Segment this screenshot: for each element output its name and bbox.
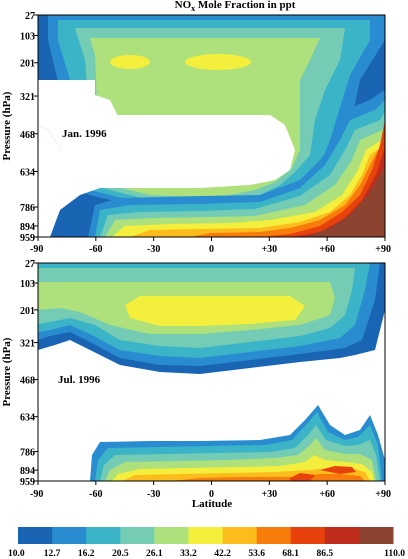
colorbar-label: 86.5 [317,549,334,559]
bottom-contour-panel [38,263,385,481]
y-tick-label: 27 [25,11,35,22]
y-tick-label: 634 [20,168,35,179]
colorbar-label: 53.6 [248,549,265,559]
band-b-lower-68-1 [320,466,356,474]
y-tick-label: 894 [20,222,35,233]
band-lower-26-1 [105,125,385,237]
y-tick-label: 201 [20,306,35,317]
y-tick-label: 959 [20,477,35,488]
y-tick-label: 959 [20,233,35,244]
x-tick-label: +60 [319,489,335,500]
x-tick-label: 0 [209,489,214,500]
x-tick-label: 0 [209,244,214,255]
band-33-2-center [185,54,251,70]
x-tick-label: -30 [147,489,160,500]
colorbar-label: 10.0 [8,549,25,559]
band-lower-53-6 [190,140,385,237]
band-b-lower-53-6 [170,474,365,481]
y-tick-label: 321 [20,92,35,103]
x-tick-label: -60 [89,244,102,255]
panel-label-jan: Jan. 1996 [62,128,107,140]
missing-data-region [38,80,120,150]
colorbar-swatch [86,527,121,544]
missing-data-region-2 [38,115,295,237]
y-tick-label: 634 [20,413,35,424]
colorbar-swatch [256,527,292,544]
colorbar-swatch [290,527,326,544]
y-tick-label: 468 [20,376,35,387]
colorbar-label: 16.2 [78,549,95,559]
colorbar-swatch [188,527,224,544]
colorbar: 10.0 12.7 16.2 20.5 26.1 33.2 42.2 53.6 68.1 86.5… [8,527,405,559]
y-axis-label-bottom: Pressure (hPa) [1,337,13,406]
x-tick-label: -90 [30,244,43,255]
colorbar-swatch [18,527,53,544]
band-b-lower-68-1b [290,473,315,481]
colorbar-swatch [154,527,189,544]
band-lower-68-1 [260,120,385,237]
x-tick-label: -90 [30,489,43,500]
x-tick-label: +30 [261,244,277,255]
y-tick-label: 894 [20,466,35,477]
bottom-axes: -90 -60 -30 0 +30 +60 +90 27 103 201 321 468 634 786 8… [20,259,391,500]
top-contour-panel [38,15,385,237]
band-b-33-2 [125,296,305,326]
colorbar-label: 12.7 [44,549,61,559]
y-tick-label: 786 [20,203,35,214]
colorbar-label: 33.2 [180,549,197,559]
colorbar-swatch [358,527,394,544]
band-lower-110 [305,165,385,237]
colorbar-label: 110.0 [384,549,405,559]
colorbar-label: 20.5 [112,549,129,559]
y-tick-label: 321 [20,339,35,350]
y-tick-label: 27 [25,259,35,270]
x-tick-label: +60 [319,244,335,255]
colorbar-swatch [324,527,360,544]
y-tick-label: 103 [20,31,35,42]
colorbar-label: 42.2 [214,549,231,559]
panel-label-jul: Jul. 1996 [58,374,101,386]
band-lower-33-2 [112,138,385,237]
y-tick-label: 468 [20,130,35,141]
x-tick-label: +90 [375,244,391,255]
y-tick-label: 786 [20,448,35,459]
colorbar-label: 68.1 [282,549,299,559]
x-tick-label: -30 [147,244,160,255]
x-tick-label: +30 [261,489,277,500]
colorbar-swatch [52,527,87,544]
y-tick-label: 201 [20,59,35,70]
y-tick-label: 103 [20,279,35,290]
band-33-2-west [110,55,150,69]
colorbar-label: 26.1 [146,549,163,559]
colorbar-swatch [120,527,155,544]
x-tick-label: -60 [89,489,102,500]
chart-title: NOx Mole Fraction in ppt [175,0,296,13]
x-tick-label: +90 [375,489,391,500]
x-axis-label: Latitude [192,498,232,510]
colorbar-swatch [222,527,258,544]
top-axes: -90 -60 -30 0 +30 +60 +90 27 103 201 321 468 634 786 8… [20,11,391,255]
y-axis-label-top: Pressure (hPa) [1,91,13,160]
